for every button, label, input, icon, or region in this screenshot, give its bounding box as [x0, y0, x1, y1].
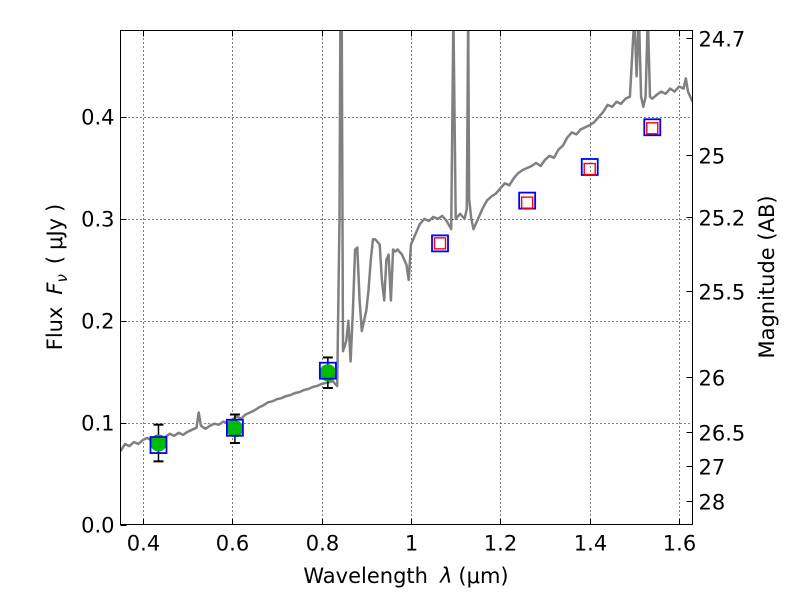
y2-tick-label-7: 28 [699, 491, 726, 515]
x-axis-symbol: λ [439, 564, 452, 588]
plot-frame [120, 30, 693, 525]
y2-tick-label-3: 25.5 [699, 281, 746, 305]
model-square-blue-2 [318, 361, 337, 380]
model-square-blue-0 [149, 436, 168, 454]
x-tick-label-0: 0.4 [127, 532, 160, 556]
model-square-red-3 [646, 122, 659, 135]
x-axis-title: Wavelength λ (μm) [303, 564, 508, 588]
y-tick-label-0: 0.0 [81, 514, 114, 538]
y-tick-label-3: 0.3 [81, 208, 114, 232]
x-tick-label-6: 1.6 [663, 532, 696, 556]
plot-area [120, 30, 693, 463]
x-tick-label-3: 1 [405, 532, 418, 556]
model-square-blue-1 [225, 418, 244, 437]
y-tick-label-1: 0.1 [81, 412, 114, 436]
y2-tick-label-6: 27 [699, 456, 726, 480]
x-axis-title-text: Wavelength [303, 564, 428, 588]
y2-tick-label-4: 26 [699, 367, 726, 391]
y-axis-subscript: ν [53, 274, 71, 282]
x-tick-label-4: 1.2 [484, 532, 517, 556]
spectrum-line [120, 30, 693, 452]
model-square-red-0 [433, 237, 447, 250]
x-tick-label-5: 1.4 [574, 532, 607, 556]
y-tick-label-4: 0.4 [81, 106, 114, 130]
axes: 0.4 0.6 0.8 1 1.2 1.4 1.6 0.0 0.1 0.2 0.3 0.4 24.7 25… [81, 28, 745, 556]
y2-tick-label-2: 25.2 [699, 207, 746, 231]
y2-tick-label-0: 24.7 [699, 28, 746, 52]
y-axis-symbol: F [43, 282, 67, 295]
x-axis-unit: (μm) [458, 564, 508, 588]
y2-tick-label-1: 25 [699, 145, 726, 169]
y-axis-title-text: Flux [43, 307, 67, 351]
y2-tick-label-5: 26.5 [699, 422, 746, 446]
y-axis-paren-open: ( [43, 256, 67, 264]
x-tick-label-1: 0.6 [216, 532, 249, 556]
model-square-red-2 [583, 162, 596, 176]
y-tick-label-2: 0.2 [81, 310, 114, 334]
model-square-blue-3 [431, 234, 449, 253]
y2-axis-title: Magnitude (AB) [755, 195, 779, 358]
y-axis-title: Flux Fν ( μJy) [43, 204, 71, 351]
photometry-point-1 [226, 420, 244, 438]
model-square-blue-6 [643, 118, 662, 137]
y-axis-paren-close: ) [43, 204, 67, 212]
y-axis-unit: μJy [43, 218, 67, 250]
model-square-red-1 [520, 196, 534, 209]
x-tick-label-2: 0.8 [306, 532, 339, 556]
